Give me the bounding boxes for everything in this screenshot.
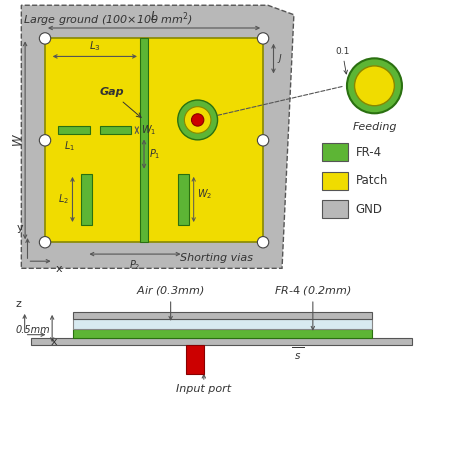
Text: $J$: $J$: [277, 52, 283, 65]
Bar: [73, 312, 372, 319]
Circle shape: [347, 58, 402, 114]
Text: $P_2$: $P_2$: [129, 258, 141, 272]
Text: $L$: $L$: [150, 10, 158, 23]
Circle shape: [355, 66, 394, 106]
Text: 3.4: 3.4: [367, 84, 382, 93]
Bar: [322, 143, 348, 161]
Text: $W_1$: $W_1$: [141, 123, 156, 137]
Bar: [45, 38, 263, 242]
Text: 0.5mm: 0.5mm: [15, 325, 50, 335]
Circle shape: [257, 33, 269, 44]
Text: $W_2$: $W_2$: [198, 188, 213, 201]
Text: $s$: $s$: [294, 351, 301, 361]
Bar: [140, 38, 148, 242]
Text: 0.1: 0.1: [335, 47, 349, 74]
Text: $L_3$: $L_3$: [89, 39, 101, 53]
Bar: [100, 126, 131, 134]
Bar: [31, 339, 412, 345]
Circle shape: [191, 114, 204, 126]
Text: $L_1$: $L_1$: [64, 139, 75, 153]
Bar: [322, 200, 348, 218]
Bar: [73, 329, 372, 339]
Text: $P_1$: $P_1$: [149, 147, 160, 161]
Circle shape: [178, 100, 218, 140]
Text: $\mathit{Air}$ (0.3mm): $\mathit{Air}$ (0.3mm): [137, 284, 205, 297]
Text: Large ground (100$\times$100 mm$^2$): Large ground (100$\times$100 mm$^2$): [23, 10, 193, 28]
Circle shape: [257, 237, 269, 248]
Text: $L_2$: $L_2$: [58, 192, 69, 206]
Circle shape: [257, 134, 269, 146]
Text: x: x: [56, 264, 63, 274]
Bar: [73, 319, 372, 329]
Bar: [322, 171, 348, 190]
Text: Input port: Input port: [176, 384, 231, 394]
Bar: [58, 126, 90, 134]
Text: $\mathit{FR}$-$4$ (0.2mm): $\mathit{FR}$-$4$ (0.2mm): [274, 284, 352, 297]
Text: Gap: Gap: [100, 87, 141, 117]
Circle shape: [184, 107, 211, 133]
Text: FR-4: FR-4: [356, 146, 382, 159]
Bar: [186, 345, 204, 373]
Bar: [178, 174, 189, 225]
Text: Feeding: Feeding: [352, 122, 397, 132]
Text: Shorting vias: Shorting vias: [180, 253, 253, 263]
Text: x: x: [51, 337, 57, 347]
Bar: [81, 174, 92, 225]
Text: Patch: Patch: [356, 174, 388, 187]
Text: z: z: [16, 299, 22, 309]
Circle shape: [39, 237, 51, 248]
Circle shape: [39, 134, 51, 146]
Text: y: y: [17, 223, 24, 233]
Text: GND: GND: [356, 202, 383, 216]
Text: $W$: $W$: [11, 133, 25, 147]
Circle shape: [39, 33, 51, 44]
Polygon shape: [21, 5, 294, 268]
